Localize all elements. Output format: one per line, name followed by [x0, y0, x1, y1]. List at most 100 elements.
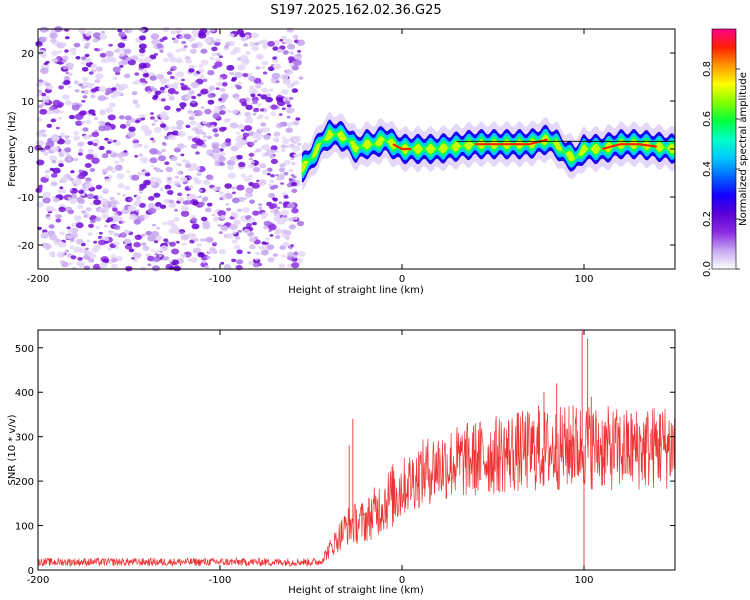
- noise-blob: [191, 43, 199, 49]
- noise-blob: [134, 72, 140, 76]
- noise-blob: [88, 109, 96, 115]
- trace-band-blue: [301, 119, 675, 183]
- noise-blob: [58, 163, 64, 168]
- noise-blob: [168, 259, 173, 263]
- noise-blob: [280, 144, 287, 149]
- noise-blob: [107, 114, 116, 121]
- noise-blob: [81, 99, 86, 103]
- noise-blob: [180, 84, 189, 90]
- colorbar-ticks: 0.0 0.2 0.4 0.6 0.8: [702, 61, 740, 277]
- noise-blob: [159, 86, 166, 91]
- noise-blob: [187, 258, 193, 262]
- noise-blob: [245, 51, 251, 55]
- noise-blob: [201, 216, 208, 222]
- noise-blob: [209, 247, 216, 252]
- noise-blob: [172, 85, 178, 89]
- noise-blob: [131, 174, 140, 181]
- noise-blob: [57, 50, 63, 54]
- noise-blob: [169, 241, 176, 247]
- spectrogram-y-tick-label: -10: [18, 193, 34, 204]
- noise-blob: [181, 47, 187, 52]
- noise-blob: [261, 88, 269, 93]
- noise-blob: [76, 196, 84, 203]
- noise-blob: [270, 104, 278, 110]
- noise-blob: [168, 199, 175, 204]
- noise-blob: [226, 233, 234, 239]
- noise-blob: [258, 207, 263, 210]
- noise-blob: [175, 162, 181, 166]
- noise-blob: [75, 56, 81, 60]
- noise-blob: [150, 33, 160, 40]
- noise-blob: [250, 160, 255, 164]
- noise-blob: [172, 130, 179, 136]
- noise-blob: [66, 226, 71, 230]
- noise-blob: [193, 195, 200, 200]
- noise-blob: [278, 201, 283, 204]
- noise-blob: [175, 183, 181, 187]
- noise-blob: [244, 34, 250, 39]
- noise-blob: [140, 125, 149, 132]
- noise-blob: [121, 220, 126, 224]
- noise-blob: [125, 120, 132, 125]
- noise-blob: [180, 153, 185, 157]
- noise-blob: [191, 137, 199, 143]
- noise-blob: [238, 161, 246, 168]
- noise-blob: [167, 190, 174, 195]
- noise-blob: [73, 157, 79, 162]
- noise-blob: [206, 135, 212, 140]
- noise-blob: [286, 234, 290, 238]
- noise-blob: [211, 213, 216, 217]
- noise-blob: [55, 218, 62, 223]
- noise-blob: [114, 165, 123, 172]
- noise-blob: [272, 184, 279, 189]
- noise-blob: [41, 92, 47, 97]
- noise-blob: [286, 122, 293, 127]
- noise-blob: [202, 131, 207, 135]
- noise-blob: [168, 202, 177, 209]
- noise-blob: [138, 48, 146, 54]
- noise-blob: [274, 214, 281, 220]
- colorbar-tick-label: 0.4: [702, 161, 713, 177]
- noise-blob: [131, 81, 138, 85]
- noise-blob: [281, 210, 290, 216]
- noise-blob: [105, 178, 111, 183]
- noise-blob: [157, 155, 167, 162]
- noise-blob: [170, 125, 177, 131]
- noise-blob: [287, 43, 296, 50]
- noise-blob: [116, 192, 121, 196]
- noise-blob: [112, 90, 122, 97]
- noise-blob: [175, 48, 181, 53]
- noise-blob: [283, 215, 288, 218]
- noise-blob: [147, 130, 152, 133]
- noise-blob: [214, 61, 223, 68]
- noise-blob: [202, 220, 210, 227]
- noise-blob: [154, 249, 160, 254]
- noise-blob: [88, 71, 94, 75]
- noise-blob: [200, 88, 209, 95]
- noise-blob: [159, 120, 165, 124]
- noise-blob: [202, 135, 207, 138]
- noise-blob: [280, 88, 289, 95]
- noise-blob: [267, 173, 271, 176]
- noise-blob: [63, 139, 71, 145]
- noise-blob: [147, 207, 157, 214]
- noise-blob: [153, 94, 159, 98]
- noise-blob: [142, 73, 150, 78]
- noise-blob: [208, 85, 216, 91]
- noise-blob: [298, 76, 304, 80]
- noise-blob: [173, 265, 182, 272]
- noise-blob: [101, 213, 110, 220]
- noise-blob: [248, 174, 253, 178]
- trace-band-green: [301, 126, 675, 176]
- noise-blob: [194, 179, 202, 185]
- noise-blob: [227, 110, 232, 113]
- noise-blob: [260, 249, 269, 256]
- noise-blob: [44, 174, 50, 179]
- noise-blob: [169, 75, 175, 80]
- spectrogram-x-tick-label: -100: [209, 274, 232, 285]
- noise-blob: [132, 99, 139, 105]
- noise-blob: [250, 93, 256, 98]
- noise-blob: [230, 186, 236, 190]
- noise-blob: [86, 214, 92, 218]
- noise-blob: [190, 257, 198, 263]
